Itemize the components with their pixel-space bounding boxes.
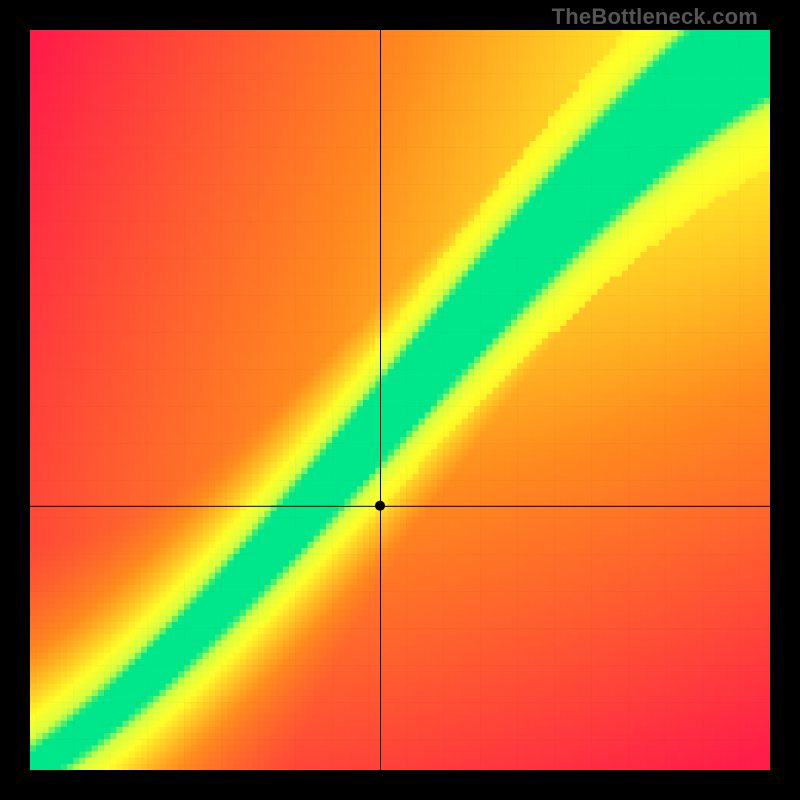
heatmap-canvas	[30, 30, 770, 770]
heatmap-plot	[30, 30, 770, 770]
attribution-label: TheBottleneck.com	[552, 4, 758, 30]
chart-container: TheBottleneck.com	[0, 0, 800, 800]
